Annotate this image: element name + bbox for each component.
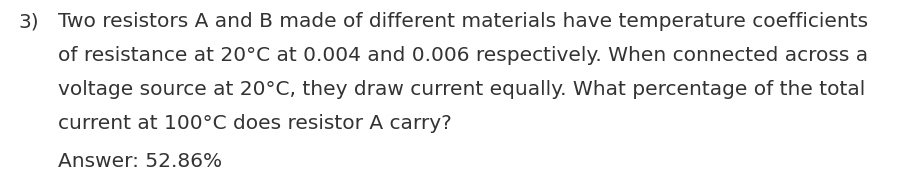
Text: voltage source at 20°C, they draw current equally. What percentage of the total: voltage source at 20°C, they draw curren…	[58, 80, 865, 99]
Text: Answer: 52.86%: Answer: 52.86%	[58, 152, 223, 171]
Text: Two resistors A and B made of different materials have temperature coefficients: Two resistors A and B made of different …	[58, 12, 869, 31]
Text: current at 100°C does resistor A carry?: current at 100°C does resistor A carry?	[58, 114, 451, 133]
Text: 3): 3)	[18, 12, 39, 31]
Text: of resistance at 20°C at 0.004 and 0.006 respectively. When connected across a: of resistance at 20°C at 0.004 and 0.006…	[58, 46, 869, 65]
